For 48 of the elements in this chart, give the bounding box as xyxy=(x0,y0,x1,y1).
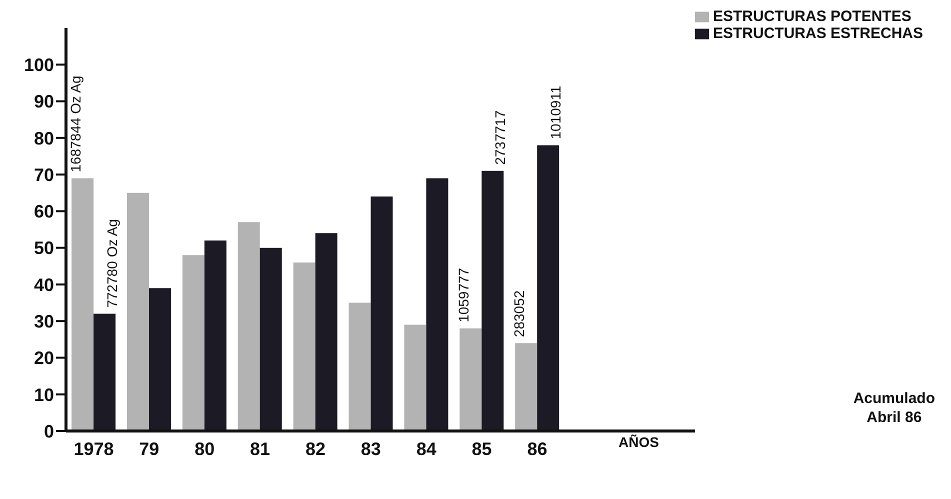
bar xyxy=(370,196,393,431)
bar xyxy=(260,248,282,431)
bar xyxy=(293,262,316,431)
x-tick-label: 84 xyxy=(416,439,436,459)
x-axis-title: AÑOS xyxy=(618,434,659,450)
y-tick-label: 40 xyxy=(34,274,54,295)
annotation: 1010911 xyxy=(548,86,564,140)
legend-label: ESTRUCTURAS ESTRECHAS xyxy=(712,25,923,42)
bar xyxy=(94,314,116,431)
x-tick-label: 81 xyxy=(250,439,270,459)
bar xyxy=(460,328,482,431)
bar xyxy=(315,233,338,431)
annotation: 2737717 xyxy=(492,110,508,165)
legend-label: ESTRUCTURAS POTENTES xyxy=(712,8,912,25)
bar xyxy=(148,288,171,431)
x-tick-label: 79 xyxy=(139,439,160,459)
y-tick-label: 0 xyxy=(44,421,54,442)
bar xyxy=(126,192,149,431)
annotation: 1059777 xyxy=(455,268,472,322)
x-tick-label: 1978 xyxy=(74,439,114,459)
y-tick-label: 80 xyxy=(34,128,54,148)
x-tick-label: 86 xyxy=(527,439,548,459)
y-tick-label: 10 xyxy=(34,384,54,405)
y-tick-label: 100 xyxy=(24,55,54,76)
y-tick-label: 30 xyxy=(34,311,54,332)
y-tick-label: 50 xyxy=(34,238,54,258)
x-tick-label: 80 xyxy=(194,439,215,459)
y-tick-label: 90 xyxy=(34,92,54,112)
bar xyxy=(348,302,371,431)
bar xyxy=(182,255,204,431)
x-tick-label: 83 xyxy=(360,439,381,459)
annotation: 283052 xyxy=(510,290,527,338)
bar xyxy=(404,324,426,431)
bar xyxy=(537,145,560,431)
annotation: 1687844 Oz Ag xyxy=(67,76,84,172)
text: Acumulado Abril 86 xyxy=(853,389,935,427)
y-tick-label: 20 xyxy=(34,348,54,368)
x-tick-label: 85 xyxy=(472,439,492,459)
y-tick-label: 70 xyxy=(34,164,54,185)
bar xyxy=(204,240,226,431)
bar xyxy=(238,222,260,431)
annotation: 772780 Oz Ag xyxy=(104,219,120,308)
bar xyxy=(72,178,94,431)
bar xyxy=(426,178,448,431)
y-tick-label: 60 xyxy=(34,202,54,222)
x-tick-label: 82 xyxy=(305,439,326,459)
bar xyxy=(482,170,504,431)
bar xyxy=(515,343,538,431)
